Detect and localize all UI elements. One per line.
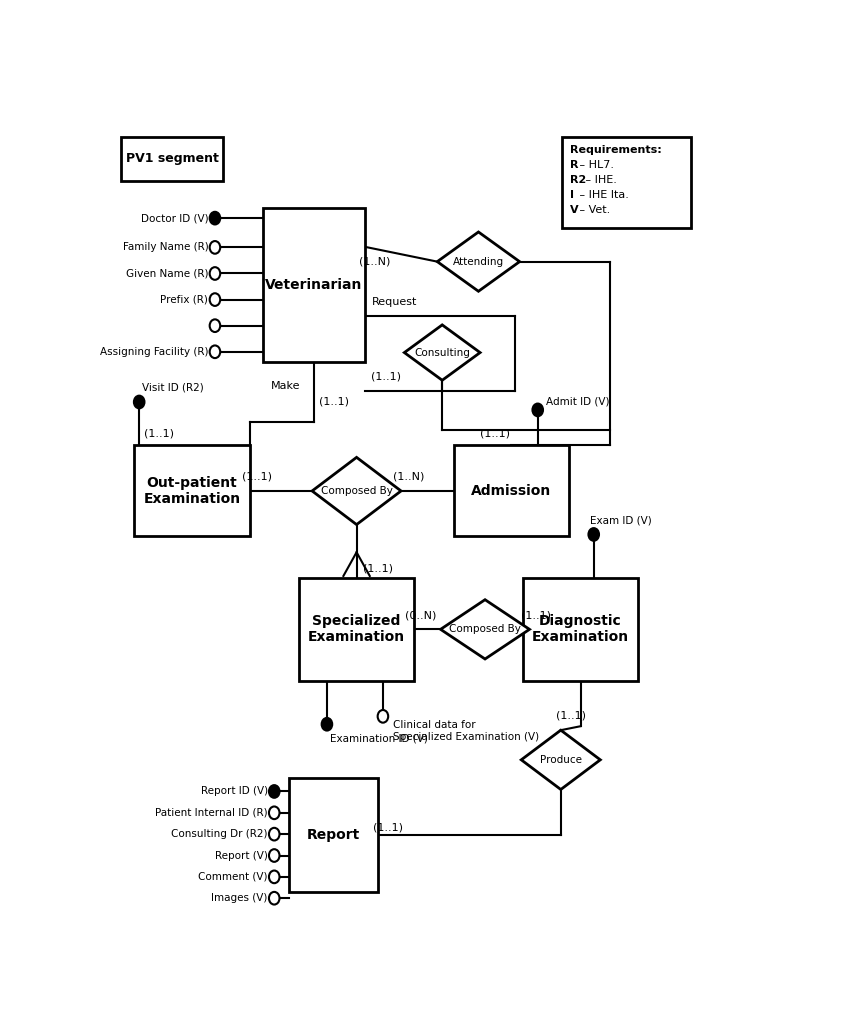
Text: PV1 segment: PV1 segment [126,152,218,165]
Circle shape [210,294,220,306]
Text: – Vet.: – Vet. [576,205,610,215]
Polygon shape [521,730,600,790]
Text: Composed By: Composed By [449,624,521,635]
Polygon shape [405,325,480,380]
Polygon shape [437,232,519,292]
Text: (1..N): (1..N) [394,471,425,482]
Circle shape [210,241,220,254]
Text: (1..N): (1..N) [359,256,390,266]
Text: Report (V): Report (V) [215,850,268,861]
Text: (1..1): (1..1) [242,471,273,482]
Text: Make: Make [271,381,300,391]
Text: R2: R2 [570,175,586,185]
Text: Prefix (R): Prefix (R) [161,295,208,305]
Text: Specialized
Examination: Specialized Examination [308,614,405,645]
Text: Out-patient
Examination: Out-patient Examination [144,476,241,506]
Circle shape [377,710,388,723]
Bar [263,208,365,363]
Text: Attending: Attending [453,257,504,267]
Circle shape [269,891,280,905]
Circle shape [269,871,280,883]
Circle shape [532,404,543,416]
Polygon shape [440,600,530,659]
Text: (1..1): (1..1) [144,428,174,439]
Text: Admission: Admission [471,484,552,498]
Circle shape [588,528,599,541]
Text: (0..N): (0..N) [405,610,437,620]
Text: (1..1): (1..1) [363,563,394,573]
Text: Admit ID (V): Admit ID (V) [546,397,609,407]
Circle shape [134,395,145,409]
Text: R: R [570,160,579,170]
Text: Report ID (V): Report ID (V) [201,787,268,797]
Text: V: V [570,205,579,215]
Text: Consulting Dr (R2): Consulting Dr (R2) [171,829,268,839]
Text: – IHE Ita.: – IHE Ita. [576,190,629,200]
Bar [454,446,569,536]
Text: Exam ID (V): Exam ID (V) [591,516,652,525]
Text: Report: Report [307,828,360,842]
Text: Composed By: Composed By [320,486,393,496]
Text: Family Name (R): Family Name (R) [122,242,208,253]
Text: Visit ID (R2): Visit ID (R2) [143,383,204,392]
Text: Request: Request [371,297,416,306]
Bar [289,777,378,892]
Text: (1..1): (1..1) [556,711,586,721]
Text: Examination ID (V): Examination ID (V) [330,733,428,744]
Circle shape [210,267,220,279]
Text: (1..1): (1..1) [373,822,403,832]
Text: Assigning Facility (R): Assigning Facility (R) [99,347,208,356]
Text: I: I [570,190,575,200]
Text: Comment (V): Comment (V) [198,872,268,882]
Text: Diagnostic
Examination: Diagnostic Examination [532,614,629,645]
Bar [563,137,691,228]
Bar [134,446,250,536]
Bar [523,578,638,681]
Circle shape [269,828,280,840]
Polygon shape [312,457,401,525]
Bar [121,137,224,181]
Text: (1..1): (1..1) [521,610,551,620]
Text: Given Name (R): Given Name (R) [126,268,208,278]
Text: – IHE.: – IHE. [582,175,617,185]
Text: (1..1): (1..1) [371,372,401,382]
Circle shape [210,212,220,225]
Text: Clinical data for
Specialized Examination (V): Clinical data for Specialized Examinatio… [393,720,539,741]
Text: – HL7.: – HL7. [576,160,615,170]
Bar [299,578,414,681]
Circle shape [210,319,220,332]
Text: Veterinarian: Veterinarian [265,278,362,293]
Text: Doctor ID (V): Doctor ID (V) [141,214,208,223]
Text: (1..1): (1..1) [319,397,349,407]
Text: Produce: Produce [540,755,581,765]
Text: Patient Internal ID (R): Patient Internal ID (R) [155,808,268,817]
Text: Consulting: Consulting [414,347,470,357]
Circle shape [321,718,332,730]
Circle shape [269,849,280,862]
Circle shape [269,806,280,820]
Text: Images (V): Images (V) [212,893,268,903]
Circle shape [269,785,280,798]
Text: Requirements:: Requirements: [570,145,662,155]
Text: (1..1): (1..1) [480,428,510,439]
Circle shape [210,345,220,358]
